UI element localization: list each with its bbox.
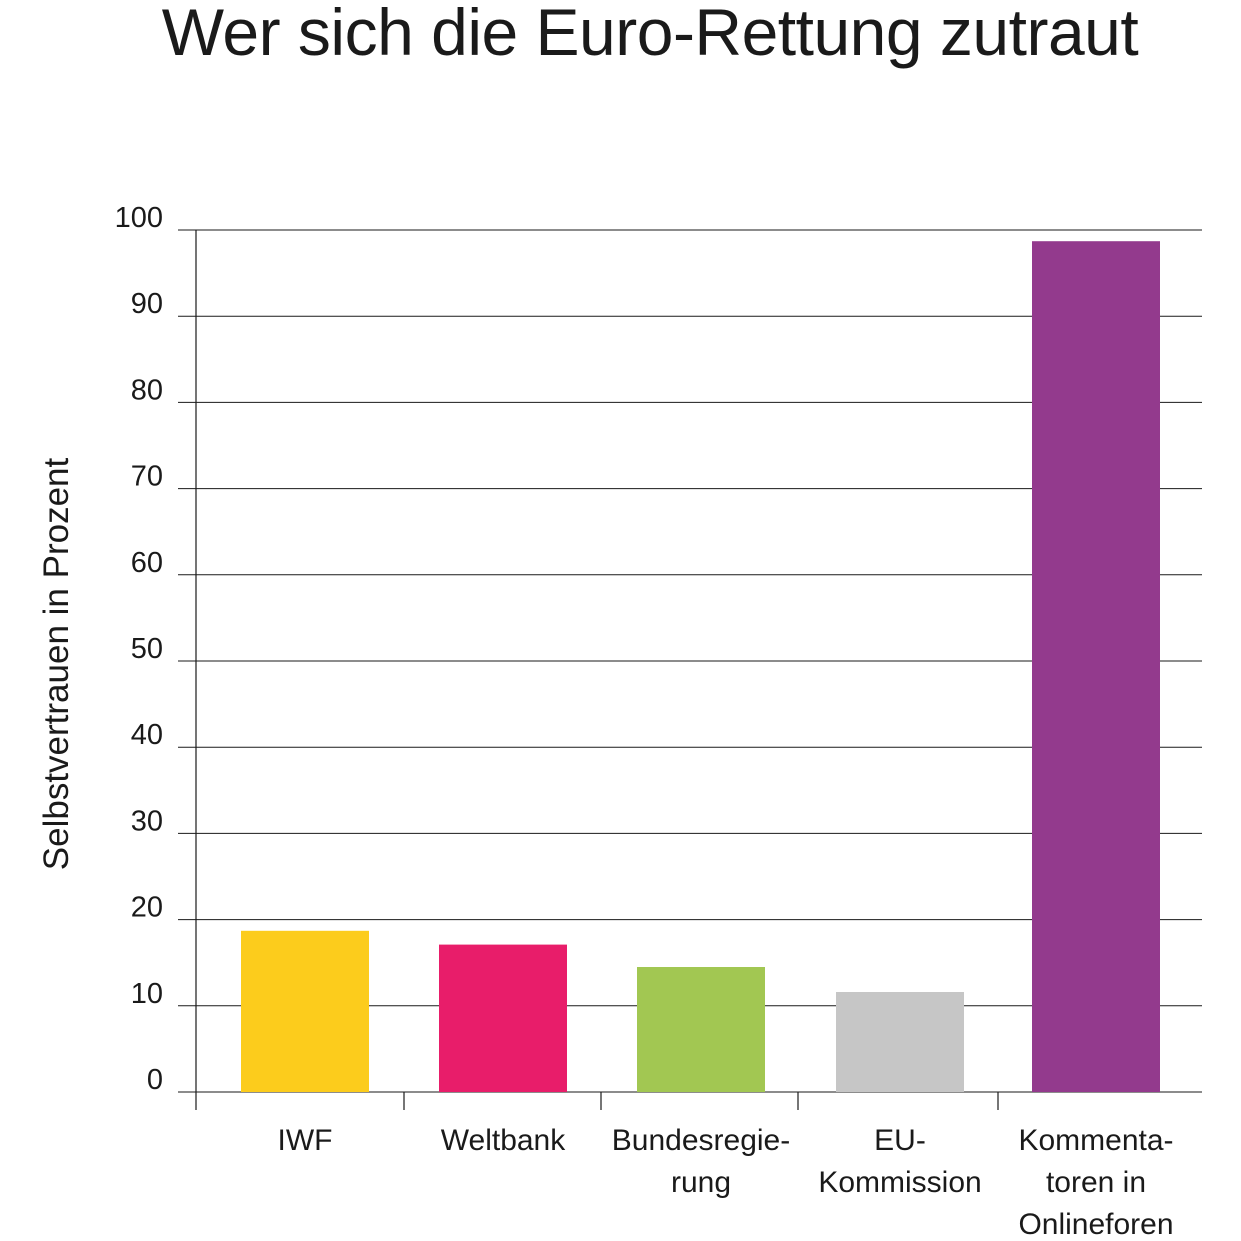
x-category-label: IWF	[278, 1124, 333, 1157]
y-tick-label: 80	[131, 374, 163, 406]
y-tick-label: 0	[147, 1064, 163, 1096]
axes	[195, 230, 999, 1110]
y-tick-label: 100	[115, 202, 163, 234]
bar-0	[241, 930, 369, 1092]
x-category-label: rung	[671, 1166, 731, 1199]
x-category-label: Bundesregie-	[612, 1124, 790, 1157]
chart-title: Wer sich die Euro-Rettung zutraut	[161, 0, 1139, 69]
y-tick-label: 30	[131, 805, 163, 837]
bar-1	[439, 944, 567, 1092]
x-category-label: Weltbank	[441, 1124, 567, 1157]
y-tick-label: 40	[131, 719, 163, 751]
x-category-label: Kommission	[818, 1166, 981, 1199]
y-tick-label: 50	[131, 633, 163, 665]
y-tick-label: 60	[131, 547, 163, 579]
y-tick-label: 10	[131, 978, 163, 1010]
x-category-label: Onlineforen	[1018, 1208, 1173, 1241]
labels: 0 10 20 30 40 50 60 70 80 90 100 IWF Weltbank Bundesr…	[115, 202, 1174, 1241]
bar-2	[637, 967, 765, 1092]
y-tick-label: 90	[131, 288, 163, 320]
x-category-label: EU-	[874, 1124, 926, 1157]
bar-3	[836, 992, 964, 1092]
y-tick-label: 70	[131, 461, 163, 493]
bar-4	[1032, 241, 1160, 1092]
y-tick-label: 20	[131, 892, 163, 924]
y-axis-title: Selbstvertrauen in Prozent	[37, 458, 76, 871]
x-category-label: toren in	[1046, 1166, 1146, 1199]
bars	[241, 241, 1160, 1092]
x-category-label: Kommenta-	[1018, 1124, 1173, 1157]
